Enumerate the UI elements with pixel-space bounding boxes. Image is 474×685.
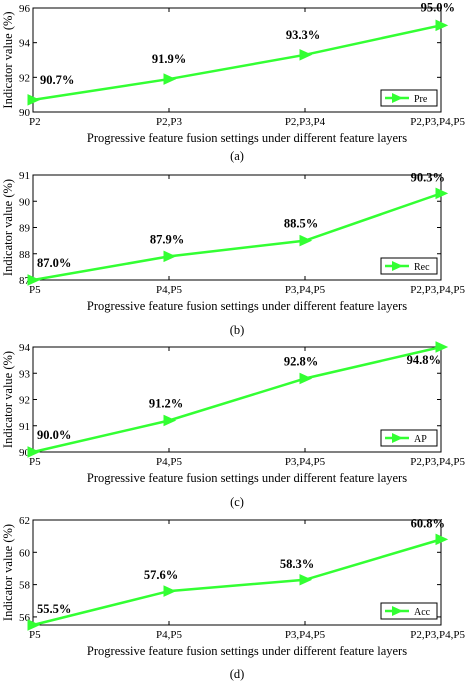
data-label: 93.3% xyxy=(286,28,320,42)
y-tick-label: 90 xyxy=(19,196,31,208)
x-tick-label: P5 xyxy=(29,456,41,468)
y-tick-label: 96 xyxy=(19,3,31,15)
x-tick-label: P5 xyxy=(29,629,41,641)
data-label: 87.0% xyxy=(37,256,71,270)
y-tick-label: 90 xyxy=(19,447,31,459)
series-marker xyxy=(163,585,177,597)
x-tick-label: P3,P4,P5 xyxy=(285,284,326,296)
panel-caption: (c) xyxy=(230,495,244,509)
panel-caption: (d) xyxy=(230,667,245,681)
x-axis-label: Progressive feature fusion settings unde… xyxy=(87,131,407,145)
series-marker xyxy=(163,73,177,85)
x-tick-label: P2,P3 xyxy=(156,116,182,128)
data-label: 95.0% xyxy=(421,0,455,14)
legend-label: Rec xyxy=(414,262,430,273)
series-marker xyxy=(27,619,41,631)
x-axis-label: Progressive feature fusion settings unde… xyxy=(87,299,407,313)
data-label: 90.0% xyxy=(37,428,71,442)
chart-panel-4: 56 58 60 62 P5 P4,P5 P3,P4,P5 P2,P3,P4,P5Progre… xyxy=(1,515,465,681)
series-marker xyxy=(299,573,313,586)
series-marker xyxy=(299,372,313,385)
series-marker xyxy=(163,414,177,427)
x-tick-label: P3,P4,P5 xyxy=(285,629,326,641)
y-tick-label: 90 xyxy=(19,107,31,119)
data-label: 94.8% xyxy=(407,353,441,367)
y-tick-label: 56 xyxy=(19,612,31,624)
legend-marker xyxy=(392,606,403,616)
series-line xyxy=(32,345,442,454)
x-tick-label: P2 xyxy=(29,116,41,128)
series-marker xyxy=(27,274,41,286)
data-label: 91.9% xyxy=(152,52,186,66)
panel-caption: (b) xyxy=(230,323,245,337)
y-tick-label: 94 xyxy=(19,38,31,50)
legend-marker xyxy=(392,261,403,271)
x-tick-label: P4,P5 xyxy=(156,629,182,641)
legend-label: AP xyxy=(414,434,427,445)
series-line xyxy=(32,538,442,627)
y-tick-label: 93 xyxy=(19,368,31,380)
panel-caption: (a) xyxy=(230,149,244,163)
y-axis-label: Indicator value (%) xyxy=(1,524,15,621)
y-tick-label: 94 xyxy=(19,342,31,354)
x-tick-label: P2,P3,P4,P5 xyxy=(410,456,465,468)
y-tick-label: 88 xyxy=(19,249,31,261)
x-tick-label: P2,P3,P4,P5 xyxy=(410,116,465,128)
data-label: 57.6% xyxy=(144,568,178,582)
chart-panel-2: 87 88 89 90 91 P5 P4,P5 P3,P4,P5 P2,P3,P4,P5Prog… xyxy=(1,170,465,337)
data-label: 91.2% xyxy=(149,397,183,411)
series-marker xyxy=(27,446,41,458)
y-axis-label: Indicator value (%) xyxy=(1,11,15,108)
x-tick-label: P3,P4,P5 xyxy=(285,456,326,468)
x-tick-label: P2,P3,P4,P5 xyxy=(410,284,465,296)
series-line xyxy=(32,24,442,102)
data-label: 60.8% xyxy=(411,516,445,530)
x-axis-label: Progressive feature fusion settings unde… xyxy=(87,471,407,485)
plot-frame xyxy=(32,174,442,281)
legend-label: Acc xyxy=(414,607,431,618)
series-marker xyxy=(299,234,313,247)
x-tick-label: P2,P3,P4 xyxy=(285,116,326,128)
y-tick-label: 92 xyxy=(19,72,30,84)
data-label: 90.7% xyxy=(40,73,74,87)
series-line xyxy=(32,192,442,282)
chart-panel-1: 90 92 94 96 P2 P2,P3 P2,P3,P4 P2,P3,P4,P5Progre… xyxy=(1,0,465,163)
y-tick-label: 62 xyxy=(19,515,30,527)
y-axis-label: Indicator value (%) xyxy=(1,351,15,448)
chart-panel-3: 90 91 92 93 94 P5 P4,P5 P3,P4,P5 P2,P3,P4,P5Prog… xyxy=(1,341,465,509)
series-marker xyxy=(435,19,449,32)
plot-frame xyxy=(32,7,442,113)
x-tick-label: P4,P5 xyxy=(156,284,182,296)
series-marker xyxy=(27,94,41,106)
legend-label: Pre xyxy=(414,94,428,105)
y-tick-label: 87 xyxy=(19,275,31,287)
y-tick-label: 58 xyxy=(19,580,31,592)
data-label: 55.5% xyxy=(37,602,71,616)
data-label: 88.5% xyxy=(284,217,318,231)
y-tick-label: 91 xyxy=(19,421,30,433)
series-marker xyxy=(299,49,313,61)
data-label: 58.3% xyxy=(280,557,314,571)
x-axis-label: Progressive feature fusion settings unde… xyxy=(87,644,407,658)
y-axis-label: Indicator value (%) xyxy=(1,179,15,276)
y-tick-label: 60 xyxy=(19,547,31,559)
x-tick-label: P2,P3,P4,P5 xyxy=(410,629,465,641)
data-label: 87.9% xyxy=(150,232,184,246)
data-label: 90.3% xyxy=(411,170,445,184)
y-tick-label: 91 xyxy=(19,170,30,182)
legend-marker xyxy=(392,433,403,443)
series-marker xyxy=(163,250,177,263)
series-marker xyxy=(435,341,449,353)
series-marker xyxy=(435,187,449,200)
plot-frame xyxy=(32,519,442,626)
x-tick-label: P5 xyxy=(29,284,41,296)
data-label: 92.8% xyxy=(284,355,318,369)
y-tick-label: 89 xyxy=(19,223,31,235)
y-tick-label: 92 xyxy=(19,395,30,407)
legend-marker xyxy=(392,93,403,103)
x-tick-label: P4,P5 xyxy=(156,456,182,468)
series-marker xyxy=(435,533,449,546)
